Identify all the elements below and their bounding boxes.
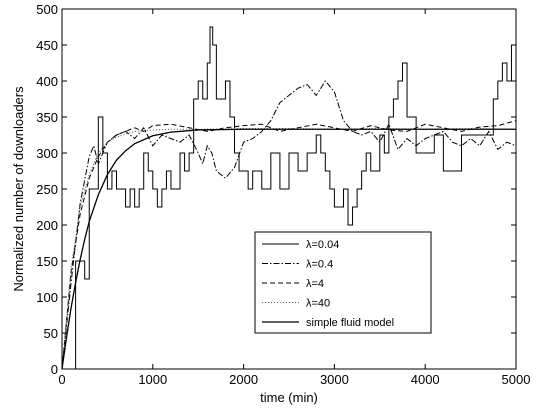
y-tick-label: 400 bbox=[36, 74, 58, 89]
x-tick-label: 1000 bbox=[138, 372, 167, 387]
y-tick-label: 150 bbox=[36, 254, 58, 269]
y-axis-label: Normalized number of downloaders bbox=[11, 86, 26, 292]
legend: λ=0.04 λ=0.4 λ=4 λ=40 simple fluid model bbox=[254, 231, 432, 334]
y-tick-label: 300 bbox=[36, 146, 58, 161]
legend-entry-1: λ=0.4 bbox=[306, 259, 333, 271]
series-line-1 bbox=[61, 80, 517, 370]
y-tick-label: 0 bbox=[51, 362, 58, 377]
x-tick-label: 4000 bbox=[411, 372, 440, 387]
legend-entry-2: λ=4 bbox=[306, 278, 324, 290]
series-line-0 bbox=[62, 26, 517, 370]
x-tick-label: 5000 bbox=[502, 372, 531, 387]
legend-box bbox=[254, 231, 432, 334]
legend-entry-3: λ=40 bbox=[306, 298, 330, 310]
y-tick-label: 500 bbox=[36, 2, 58, 17]
x-tick-label: 0 bbox=[58, 372, 65, 387]
y-tick-label: 250 bbox=[36, 182, 58, 197]
legend-entry-0: λ=0.04 bbox=[306, 239, 339, 251]
legend-entry-4: simple fluid model bbox=[306, 317, 394, 329]
y-tick-label: 200 bbox=[36, 218, 58, 233]
x-tick-label: 3000 bbox=[320, 372, 349, 387]
y-tick-label: 450 bbox=[36, 38, 58, 53]
y-tick-label: 100 bbox=[36, 290, 58, 305]
y-tick-label: 50 bbox=[44, 326, 58, 341]
x-axis-label: time (min) bbox=[260, 390, 318, 405]
x-axis: 0 1000 2000 3000 4000 5000 bbox=[58, 9, 530, 387]
series-line-4 bbox=[61, 128, 516, 370]
y-tick-label: 350 bbox=[36, 110, 58, 125]
y-axis: 0 50 100 150 200 250 300 350 400 450 500 bbox=[36, 2, 516, 377]
series-layer bbox=[61, 26, 517, 370]
x-tick-label: 2000 bbox=[229, 372, 258, 387]
